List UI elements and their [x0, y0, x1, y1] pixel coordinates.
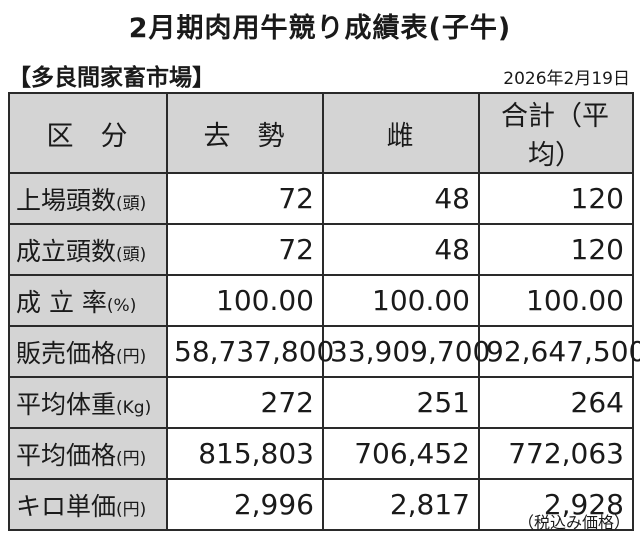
row-label: 成立頭数(頭) — [8, 223, 168, 276]
header-female: 雌 — [322, 92, 480, 174]
cell-castrated: 72 — [166, 172, 324, 225]
table-row: キロ単価(円) 2,996 2,817 2,928 — [8, 478, 634, 531]
row-unit: (円) — [116, 346, 147, 367]
header-castrated: 去 勢 — [166, 92, 324, 174]
cell-castrated: 72 — [166, 223, 324, 276]
cell-female: 48 — [322, 223, 480, 276]
cell-female: 251 — [322, 376, 480, 429]
row-label: 販売価格(円) — [8, 325, 168, 378]
table-row: 平均価格(円) 815,803 706,452 772,063 — [8, 427, 634, 480]
row-unit: (頭) — [116, 244, 147, 265]
table-header-row: 区 分 去 勢 雌 合計（平均） — [8, 92, 634, 174]
row-label-text: 平均体重 — [16, 389, 117, 419]
cell-castrated: 272 — [166, 376, 324, 429]
cell-castrated: 100.00 — [166, 274, 324, 327]
row-label-text: 上場頭数 — [16, 185, 117, 215]
cell-total: 120 — [478, 223, 634, 276]
table-row: 成 立 率(%) 100.00 100.00 100.00 — [8, 274, 634, 327]
row-unit: (Kg) — [116, 397, 152, 418]
tax-note: （税込み価格） — [517, 513, 630, 532]
row-label: 平均体重(Kg) — [8, 376, 168, 429]
page-title: 2月期肉用牛競り成績表(子牛) — [128, 13, 512, 44]
cell-total: 92,647,500 — [478, 325, 640, 378]
row-unit: (頭) — [116, 193, 147, 214]
row-label: 成 立 率(%) — [8, 274, 168, 327]
cell-total: 100.00 — [478, 274, 634, 327]
row-label-text: キロ単価 — [16, 491, 117, 521]
row-unit: (円) — [116, 448, 147, 469]
row-label: キロ単価(円) — [8, 478, 168, 531]
cell-total: 2,928 — [478, 478, 634, 531]
report-date: 2026年2月19日 — [503, 69, 630, 89]
cell-female: 2,817 — [322, 478, 480, 531]
header-total: 合計（平均） — [478, 92, 634, 174]
cell-castrated: 58,737,800 — [166, 325, 334, 378]
row-label-text: 成 立 率 — [16, 287, 107, 317]
cell-total: 120 — [478, 172, 634, 225]
row-label: 上場頭数(頭) — [8, 172, 168, 225]
table-row: 成立頭数(頭) 72 48 120 — [8, 223, 634, 276]
cell-castrated: 2,996 — [166, 478, 324, 531]
cell-female: 48 — [322, 172, 480, 225]
row-label-text: 平均価格 — [16, 440, 117, 470]
cell-female: 100.00 — [322, 274, 480, 327]
row-label: 平均価格(円) — [8, 427, 168, 480]
table-row: 上場頭数(頭) 72 48 120 — [8, 172, 634, 225]
results-table: 区 分 去 勢 雌 合計（平均） 上場頭数(頭) 72 48 120 成立頭数(… — [8, 92, 640, 531]
cell-castrated: 815,803 — [166, 427, 324, 480]
cell-female: 33,909,700 — [322, 325, 490, 378]
table-row: 平均体重(Kg) 272 251 264 — [8, 376, 634, 429]
cell-female: 706,452 — [322, 427, 480, 480]
row-unit: (%) — [106, 295, 137, 316]
cell-total: 264 — [478, 376, 634, 429]
row-label-text: 販売価格 — [16, 338, 117, 368]
header-category: 区 分 — [8, 92, 168, 174]
row-label-text: 成立頭数 — [16, 236, 117, 266]
cell-total: 772,063 — [478, 427, 634, 480]
row-unit: (円) — [116, 499, 147, 520]
market-name: 【多良間家畜市場】 — [8, 65, 215, 91]
table-row: 販売価格(円) 58,737,800 33,909,700 92,647,500 — [8, 325, 640, 378]
